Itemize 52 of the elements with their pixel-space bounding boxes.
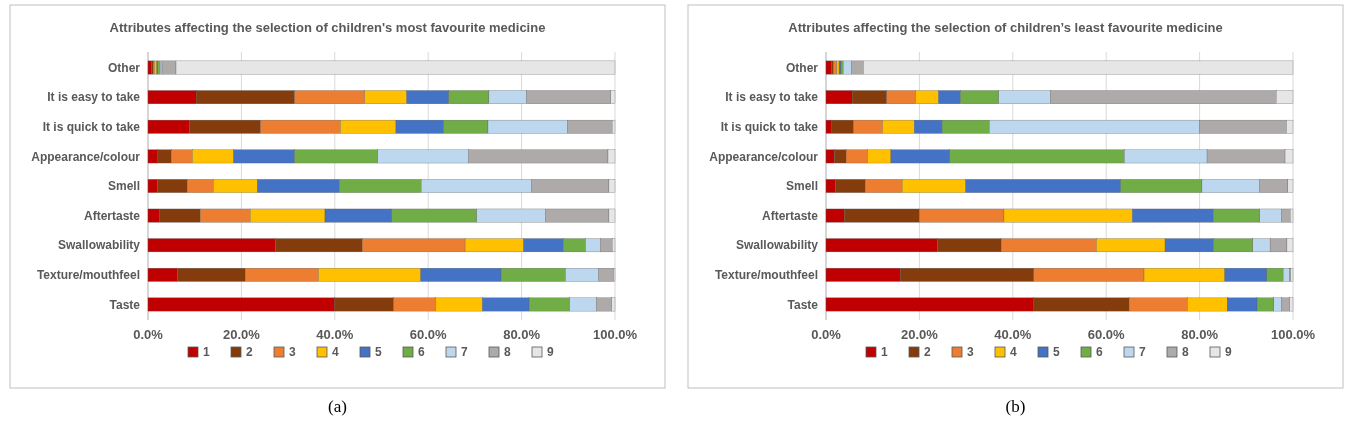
y-tick-label: It is easy to take — [47, 90, 141, 105]
x-tick-label: 0.0% — [811, 327, 842, 342]
legend-label: 1 — [881, 345, 888, 360]
x-tick-label: 20.0% — [900, 327, 939, 342]
y-tick-label: It is quick to take — [42, 119, 141, 134]
legend-label: 7 — [1139, 345, 1146, 360]
x-tick-label: 0.0% — [133, 327, 164, 342]
x-tick-label: 80.0% — [503, 327, 541, 342]
legend-label: 5 — [375, 345, 382, 360]
y-tick-label: Swallowability — [735, 238, 819, 253]
text: (a) — [328, 397, 347, 416]
y-tick-label: Appearance/colour — [31, 149, 141, 164]
x-tick-label: 40.0% — [994, 327, 1032, 342]
y-tick-label: Aftertaste — [83, 208, 141, 223]
legend-label: 8 — [504, 345, 511, 360]
x-tick-label: 20.0% — [222, 327, 261, 342]
legend-label: 2 — [246, 345, 253, 360]
legend-label: 9 — [547, 345, 554, 360]
legend-label: 3 — [289, 345, 296, 360]
chart-title: Attributes affecting the selection of children’s least favourite medicine — [788, 20, 1223, 35]
legend-label: 4 — [1010, 345, 1017, 360]
legend-label: 9 — [1225, 345, 1232, 360]
y-tick-label: Texture/mouthfeel — [36, 268, 140, 283]
y-tick-label: Taste — [787, 297, 819, 312]
legend-label: 5 — [1053, 345, 1060, 360]
y-tick-label: Swallowability — [57, 238, 141, 253]
y-tick-label: Other — [107, 60, 141, 75]
legend-label: 6 — [418, 345, 425, 360]
y-tick-label: It is quick to take — [720, 119, 819, 134]
legend-label: 3 — [967, 345, 974, 360]
x-tick-label: 40.0% — [316, 327, 354, 342]
x-tick-label: 80.0% — [1181, 327, 1219, 342]
legend-label: 4 — [332, 345, 339, 360]
legend-label: 8 — [1182, 345, 1189, 360]
legend-label: 1 — [203, 345, 210, 360]
chart-title: Attributes affecting the selection of children's most favourite medicine — [109, 20, 546, 35]
x-tick-label: 60.0% — [409, 327, 448, 342]
legend-label: 2 — [924, 345, 931, 360]
text: (b) — [1005, 397, 1026, 416]
y-tick-label: Texture/mouthfeel — [714, 268, 818, 283]
y-tick-label: Aftertaste — [761, 208, 819, 223]
x-tick-label: 100.0% — [1270, 327, 1316, 342]
legend-label: 7 — [461, 345, 468, 360]
x-tick-label: 100.0% — [592, 327, 638, 342]
y-tick-label: Appearance/colour — [709, 149, 819, 164]
y-tick-label: Smell — [785, 179, 818, 194]
y-tick-label: Other — [785, 60, 819, 75]
legend-label: 6 — [1096, 345, 1103, 360]
y-tick-label: Smell — [107, 179, 140, 194]
x-tick-label: 60.0% — [1087, 327, 1126, 342]
y-tick-label: It is easy to take — [725, 90, 819, 105]
y-tick-label: Taste — [109, 297, 141, 312]
